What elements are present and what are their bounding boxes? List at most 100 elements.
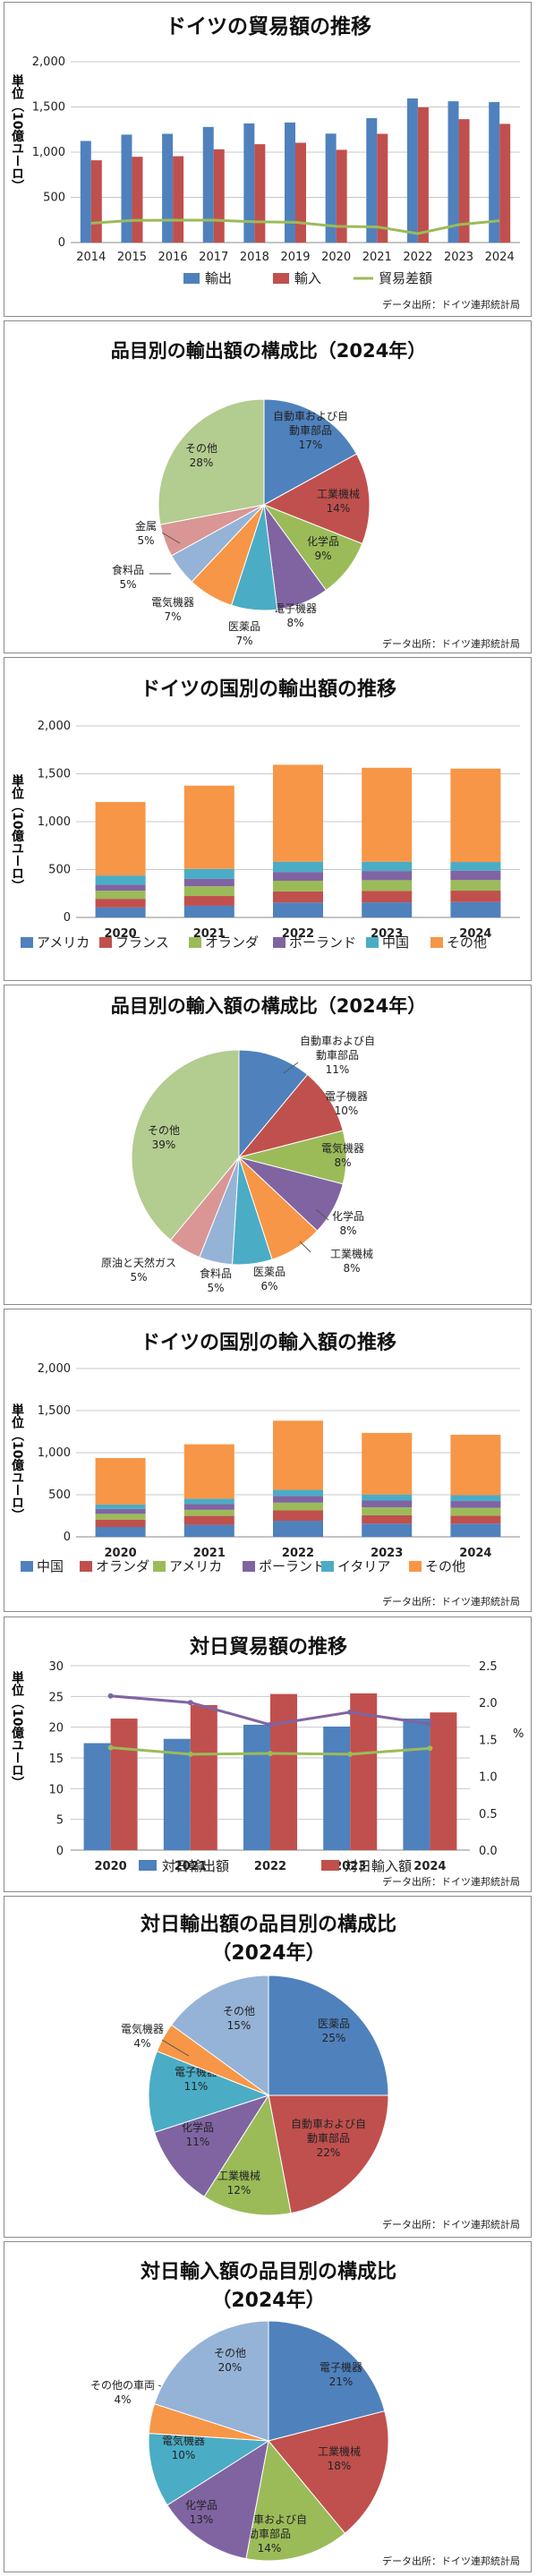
pie-slice-label: 4%	[133, 2037, 150, 2050]
pie-slice-label: 15%	[227, 2019, 251, 2032]
x-tick-label: 2022	[282, 927, 314, 941]
x-tick-label: 2020	[321, 251, 351, 264]
share-line-marker	[427, 1721, 433, 1727]
japan-trade-svg: 対日貿易額の推移 単位（10億ユーロ） 0 5 10 15 20 25 30 0.0 0.5 1.…	[10, 1635, 524, 1888]
pie-slice-label: 11%	[184, 2080, 209, 2093]
bar	[110, 1719, 138, 1850]
legend-swatch	[430, 937, 443, 948]
legend-swatch	[273, 273, 289, 284]
y-tick-label: 25	[48, 1691, 64, 1704]
trade-chart-panel: ドイツの貿易額の推移 単位（10億ユーロ） 0 500 1,000 1,500 2,00…	[4, 2, 532, 317]
stacked-bar-segment	[183, 1444, 234, 1499]
legend-label: 輸出	[205, 270, 232, 286]
legend-label: アメリカ	[37, 934, 90, 951]
x-tick-label: 2020	[105, 1547, 137, 1560]
pie-slice-label: 医薬品	[228, 620, 260, 633]
pie-slice-label: 7%	[235, 635, 252, 647]
pie-slice-label: 10%	[335, 1105, 359, 1117]
stacked-bar-segment	[362, 1500, 413, 1508]
bar	[254, 144, 266, 243]
pie-slice-label: 28%	[190, 456, 214, 469]
y-axis-label: 単位（10億ユーロ）	[10, 73, 25, 192]
legend-label: 中国	[382, 934, 409, 951]
bar	[90, 160, 102, 243]
x-tick-label: 2016	[158, 251, 188, 264]
pie-slice	[158, 398, 265, 525]
stacked-bar-segment	[362, 767, 413, 862]
bar	[458, 119, 470, 243]
bar	[190, 1704, 217, 1850]
stacked-bar-segment	[183, 905, 234, 917]
export-items-pie-panel: 品目別の輸出額の構成比（2024年） 自動車および自 動車部品 17% 工業機械 14%…	[4, 320, 532, 653]
x-tick-label: 2023	[334, 1860, 366, 1873]
legend-label: ポーランド	[289, 934, 356, 951]
legend-swatch	[21, 937, 33, 948]
stacked-bar-segment	[273, 902, 323, 917]
pie-slice-label: 工業機械	[318, 2444, 361, 2458]
pie-slice-label: 13%	[190, 2513, 214, 2526]
bar	[83, 1743, 111, 1850]
stacked-bar-segment	[95, 1519, 146, 1528]
x-tick-label: 2020	[105, 927, 137, 941]
legend-label: 中国	[37, 1558, 64, 1574]
leader-line	[161, 2039, 190, 2057]
bar	[162, 133, 174, 243]
chart-title-line1: 対日輸入額の品目別の構成比	[141, 2260, 396, 2283]
stacked-bar-segment	[450, 1434, 501, 1496]
y-tick-label: 2,000	[38, 1362, 71, 1376]
stacked-bar-segment	[362, 871, 413, 881]
x-tick-label: 2024	[413, 1860, 446, 1873]
pie-slice-label: 5%	[207, 1282, 224, 1294]
chart-title-line2: （2024年）	[211, 1941, 325, 1965]
pie-slice-label: その他	[148, 1124, 180, 1137]
y-axis-label: 単位（10億ユーロ）	[10, 1403, 25, 1521]
stacked-bar-segment	[362, 1514, 413, 1524]
x-tick-label: 2022	[403, 251, 432, 264]
bar	[243, 1724, 270, 1850]
y2-tick-label: 0.5	[479, 1808, 498, 1821]
x-tick-label: 2020	[95, 1860, 127, 1873]
share-line-marker	[187, 1700, 193, 1706]
stacked-bar-segment	[183, 1498, 234, 1505]
pie-slice-label: その他	[185, 442, 217, 455]
y2-tick-label: 1.0	[479, 1771, 498, 1785]
stacked-bar-segment	[95, 1508, 146, 1514]
stacked-bar-segment	[95, 907, 146, 917]
export-items-pie: 自動車および自動車部品17%工業機械14%化学品9%電子機器8%医薬品7%電気機…	[112, 398, 371, 647]
pie-slice	[263, 398, 358, 506]
legend-label: 輸入	[294, 270, 321, 286]
stacked-bar-segment	[273, 1420, 323, 1490]
legend-label: イタリア	[337, 1558, 390, 1574]
y2-tick-label: 2.5	[479, 1660, 498, 1674]
stacked-bar-segment	[183, 1524, 234, 1537]
pie-slice-label: 5%	[119, 578, 136, 591]
chart-title: 品目別の輸出額の構成比（2024年）	[111, 340, 426, 362]
bar	[417, 107, 429, 243]
japan-import-svg: 対日輸入額の品目別の構成比 （2024年） 電子機器21%工業機械18%自動車お…	[90, 2260, 520, 2567]
legend-swatch	[21, 1561, 33, 1572]
pie-slice	[268, 2094, 389, 2214]
share-line-marker	[427, 1745, 433, 1752]
y-tick-label: 15	[48, 1753, 64, 1766]
x-tick-label: 2019	[280, 251, 310, 264]
stacked-bar-segment	[450, 1515, 501, 1524]
stacked-bar-segment	[183, 1504, 234, 1510]
source-note: データ出所：ドイツ連邦統計局	[382, 2218, 520, 2231]
japan-export-svg: 対日輸出額の品目別の構成比 （2024年） 医薬品 25% 自動車および自動車部品2…	[121, 1913, 520, 2231]
y-tick-label: 30	[48, 1660, 64, 1674]
stacked-bar-segment	[273, 1496, 323, 1503]
x-tick-label: 2021	[362, 251, 392, 264]
pie-slice-label: 電気機器	[121, 2022, 164, 2035]
x-tick-label: 2021	[193, 1547, 226, 1560]
y-tick-label: 20	[48, 1722, 64, 1736]
stacked-bar-segment	[362, 891, 413, 903]
pie-slice	[268, 2410, 389, 2534]
import-countries-plot: 0 500 1,000 1,500 2,000 2020 2021 2022 2023 2024 中…	[21, 1362, 520, 1574]
pie-slice	[170, 1975, 269, 2096]
legend-label: フランス	[115, 934, 169, 951]
bar	[243, 123, 255, 243]
stacked-bar-segment	[450, 870, 501, 881]
leader-line	[161, 532, 181, 544]
y2-tick-label: 2.0	[479, 1697, 498, 1710]
